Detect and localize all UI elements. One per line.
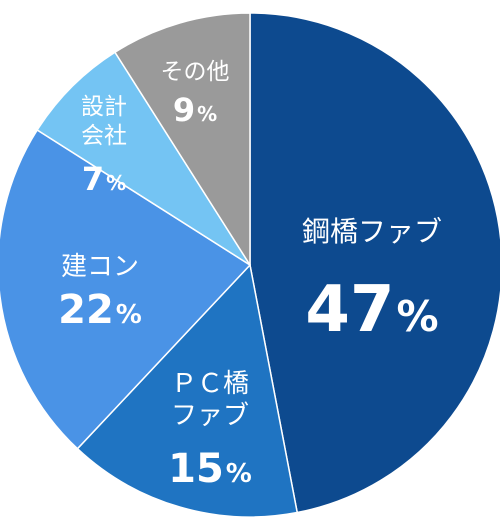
slice-label-3-line-1: 会社 <box>81 123 127 149</box>
pie-slice-1 <box>76 263 299 518</box>
slice-value-0: 47% <box>305 273 438 347</box>
slice-value-3: 7% <box>82 160 126 198</box>
slice-label-0: 鋼橋ファブ 47% <box>302 215 442 347</box>
slice-label-4-line-0: その他 <box>161 59 230 85</box>
slice-label-3-line-0: 設計 <box>81 94 127 120</box>
slice-value-4: 9% <box>173 91 217 129</box>
slice-label-1-line-0: ＰＣ橋 <box>171 369 249 399</box>
slice-value-1: 15% <box>168 446 252 492</box>
slice-value-2: 22% <box>58 287 142 333</box>
pie-slice-0 <box>249 12 500 514</box>
slice-label-2: 建コン 22% <box>58 252 142 333</box>
pie-slice-4 <box>113 12 251 268</box>
slice-label-1-line-1: ファブ <box>171 401 249 431</box>
pie-slice-3 <box>36 51 251 266</box>
slice-label-4: その他 9% <box>161 59 230 129</box>
pie-slice-2 <box>0 128 252 450</box>
slice-label-0-line-0: 鋼橋ファブ <box>302 215 442 248</box>
slice-label-2-line-0: 建コン <box>61 252 139 282</box>
